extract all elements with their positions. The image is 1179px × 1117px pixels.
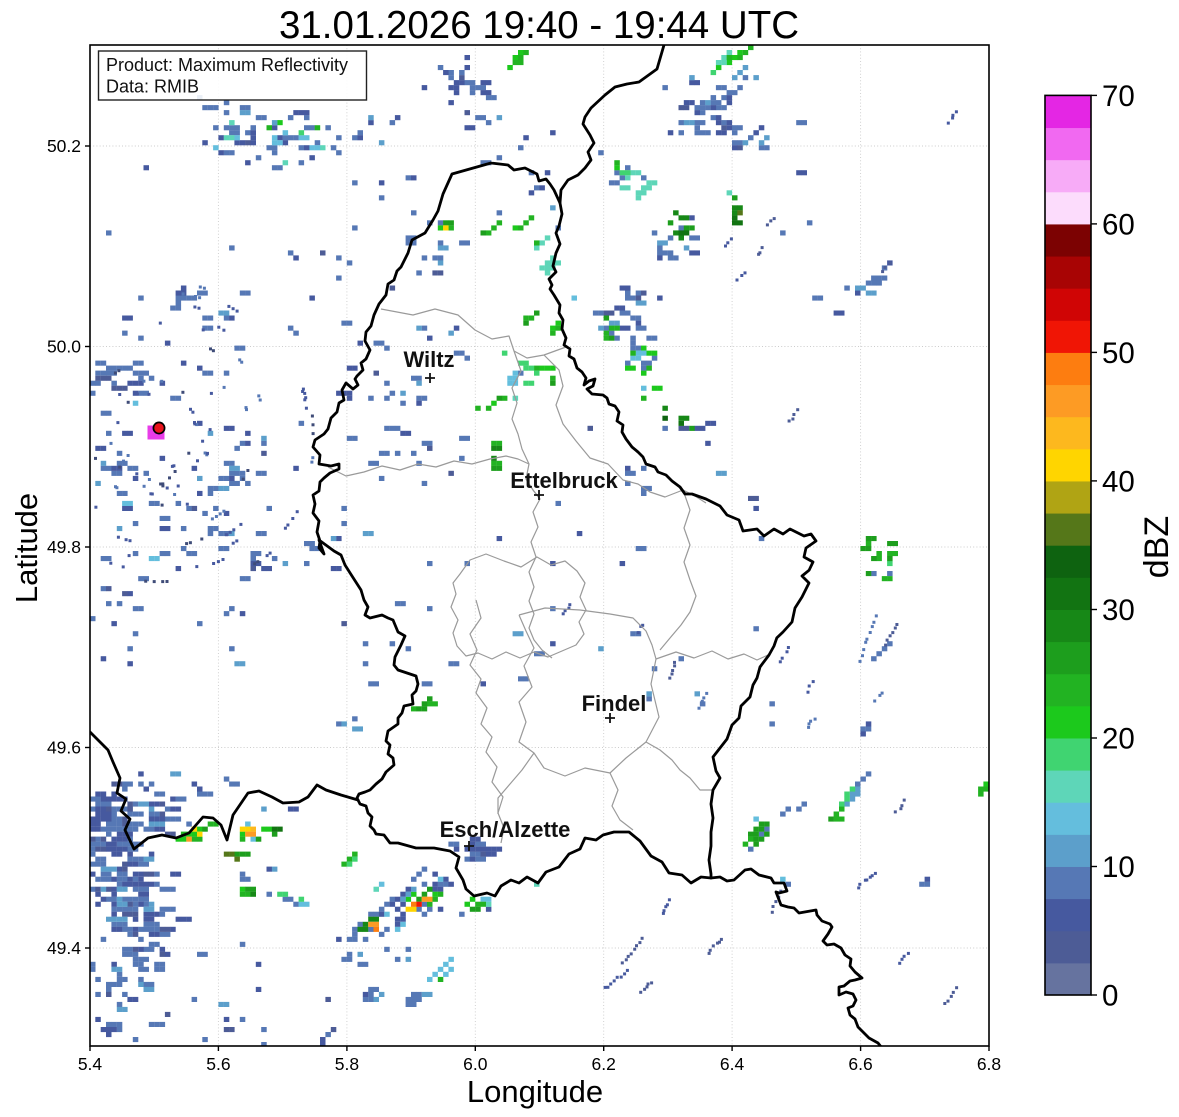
svg-text:Data: RMIB: Data: RMIB — [106, 77, 199, 97]
svg-text:5.8: 5.8 — [335, 1054, 359, 1074]
svg-text:Esch/Alzette: Esch/Alzette — [440, 817, 571, 842]
svg-text:50.0: 50.0 — [47, 337, 81, 357]
svg-text:6.6: 6.6 — [848, 1054, 872, 1074]
svg-text:Product: Maximum Reflectivity: Product: Maximum Reflectivity — [106, 55, 348, 75]
svg-text:31.01.2026 19:40 - 19:44 UTC: 31.01.2026 19:40 - 19:44 UTC — [279, 4, 799, 47]
svg-text:10: 10 — [1102, 851, 1135, 884]
svg-text:20: 20 — [1102, 723, 1135, 756]
svg-text:Ettelbruck: Ettelbruck — [510, 468, 618, 493]
svg-text:0: 0 — [1102, 980, 1118, 1013]
svg-text:50.2: 50.2 — [47, 136, 81, 156]
svg-text:50: 50 — [1102, 337, 1135, 370]
svg-text:60: 60 — [1102, 208, 1135, 241]
svg-text:40: 40 — [1102, 465, 1135, 498]
svg-text:5.6: 5.6 — [206, 1054, 230, 1074]
svg-text:Findel: Findel — [582, 691, 647, 716]
svg-text:6.2: 6.2 — [592, 1054, 616, 1074]
svg-text:6.4: 6.4 — [720, 1054, 745, 1074]
svg-text:5.4: 5.4 — [78, 1054, 103, 1074]
svg-text:49.8: 49.8 — [47, 537, 81, 557]
svg-text:30: 30 — [1102, 594, 1135, 627]
svg-text:6.0: 6.0 — [463, 1054, 488, 1074]
svg-text:dBZ: dBZ — [1138, 516, 1176, 578]
svg-text:Latitude: Latitude — [9, 493, 44, 603]
svg-text:49.6: 49.6 — [47, 738, 81, 758]
svg-text:Longitude: Longitude — [467, 1074, 603, 1109]
svg-text:Wiltz: Wiltz — [403, 347, 454, 372]
svg-text:49.4: 49.4 — [47, 938, 81, 958]
svg-text:70: 70 — [1102, 80, 1135, 113]
svg-text:6.8: 6.8 — [977, 1054, 1001, 1074]
